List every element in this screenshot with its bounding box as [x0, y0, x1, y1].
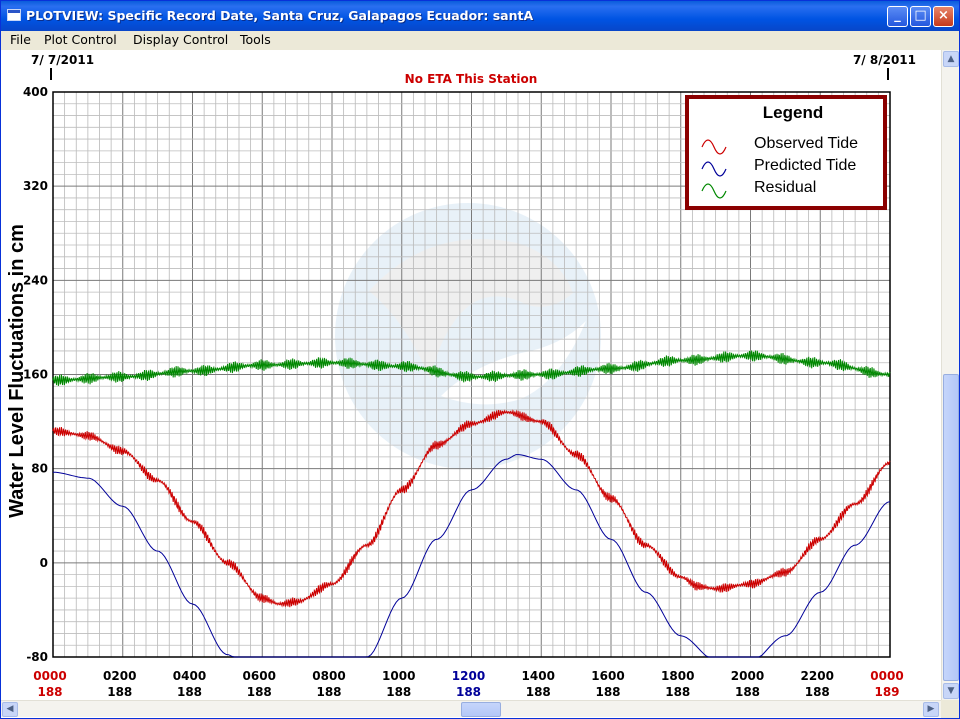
legend-swatch — [701, 161, 727, 177]
y-tick-label: 320 — [23, 179, 48, 193]
scroll-left-arrow-icon[interactable]: ◀ — [2, 702, 18, 717]
legend-swatch — [701, 139, 727, 155]
x-tick-label: 1400 — [522, 669, 555, 683]
x-tick-label: 0800 — [312, 669, 345, 683]
legend-swatch — [701, 183, 727, 199]
scroll-up-arrow-icon[interactable]: ▲ — [943, 51, 959, 67]
maximize-button[interactable]: □ — [910, 6, 931, 27]
date-end-label: 7/ 8/2011 — [853, 53, 916, 67]
day-of-year-label: 188 — [805, 685, 830, 699]
y-tick-label: 0 — [40, 556, 48, 570]
menu-file[interactable]: File — [10, 32, 31, 47]
chart-title: No ETA This Station — [405, 72, 538, 86]
legend-box — [685, 95, 887, 210]
menu-plot-control[interactable]: Plot Control — [44, 32, 117, 47]
menu-display-control[interactable]: Display Control — [133, 32, 229, 47]
x-tick-label: 2200 — [801, 669, 834, 683]
x-tick-label: 1800 — [661, 669, 694, 683]
day-of-year-label: 188 — [37, 685, 62, 699]
x-tick-label: 0200 — [103, 669, 136, 683]
scroll-down-arrow-icon[interactable]: ▼ — [943, 683, 959, 699]
legend-title: Legend — [763, 103, 823, 122]
app-icon — [7, 9, 21, 21]
x-tick-label: 0400 — [173, 669, 206, 683]
legend-entry: Residual — [754, 179, 816, 196]
day-of-year-label: 188 — [526, 685, 551, 699]
y-tick-label: 240 — [23, 273, 48, 287]
size-grip[interactable] — [941, 700, 959, 718]
close-button[interactable]: × — [933, 6, 954, 27]
plot-area: 7/ 7/2011 7/ 8/2011 No ETA This Station … — [1, 50, 941, 700]
x-tick-labels: 0000 188 0200 188 0400 188 0600 188 0800 188 1000 1… — [33, 669, 903, 699]
legend-entry: Predicted Tide — [754, 157, 856, 174]
y-tick-label: 160 — [23, 368, 48, 382]
y-tick-labels: 400 320 240 160 80 0 -80 — [23, 85, 48, 664]
day-of-year-label: 188 — [107, 685, 132, 699]
day-of-year-label: 188 — [735, 685, 760, 699]
day-of-year-label: 188 — [247, 685, 272, 699]
x-tick-label: 0600 — [243, 669, 276, 683]
menu-tools[interactable]: Tools — [240, 32, 271, 47]
day-of-year-label: 188 — [177, 685, 202, 699]
series-line-observed-tide — [52, 409, 891, 608]
menu-bar: File Plot Control Display Control Tools — [1, 31, 959, 50]
noaa-watermark-logo — [335, 203, 601, 469]
legend-entry: Observed Tide — [754, 135, 858, 152]
x-tick-label: 0000 — [870, 669, 903, 683]
vertical-scroll-thumb[interactable] — [943, 374, 959, 681]
day-of-year-label: 188 — [386, 685, 411, 699]
x-tick-label: 1200 — [452, 669, 485, 683]
y-tick-label: 80 — [31, 462, 48, 476]
day-of-year-label: 188 — [665, 685, 690, 699]
day-of-year-label: 189 — [874, 685, 899, 699]
plot-frame — [52, 91, 891, 658]
title-bar[interactable]: PLOTVIEW: Specific Record Date, Santa Cr… — [1, 1, 959, 31]
horizontal-scrollbar[interactable]: ◀ ▶ — [1, 700, 941, 717]
minimize-button[interactable]: _ — [887, 6, 908, 27]
date-start-label: 7/ 7/2011 — [31, 53, 94, 67]
day-of-year-label: 188 — [595, 685, 620, 699]
x-tick-label: 1600 — [591, 669, 624, 683]
y-tick-label: 400 — [23, 85, 48, 99]
scroll-right-arrow-icon[interactable]: ▶ — [923, 702, 939, 717]
series-line-residual — [52, 350, 891, 386]
vertical-scrollbar[interactable]: ▲ ▼ — [941, 50, 959, 700]
y-axis-label: Water Level Fluctuations in cm — [6, 224, 28, 518]
y-tick-label: -80 — [26, 650, 48, 664]
window-title: PLOTVIEW: Specific Record Date, Santa Cr… — [26, 8, 534, 23]
x-tick-label: 2000 — [731, 669, 764, 683]
x-tick-label: 1000 — [382, 669, 415, 683]
series-line-predicted-tide — [52, 454, 891, 658]
x-tick-label: 0000 — [33, 669, 66, 683]
legend: Legend Observed Tide Predicted Tide Residu… — [685, 95, 887, 210]
day-of-year-label: 188 — [456, 685, 481, 699]
tide-chart: 7/ 7/2011 7/ 8/2011 No ETA This Station … — [6, 53, 916, 699]
day-of-year-label: 188 — [316, 685, 341, 699]
horizontal-scroll-thumb[interactable] — [461, 702, 501, 717]
series-lines — [52, 350, 891, 658]
